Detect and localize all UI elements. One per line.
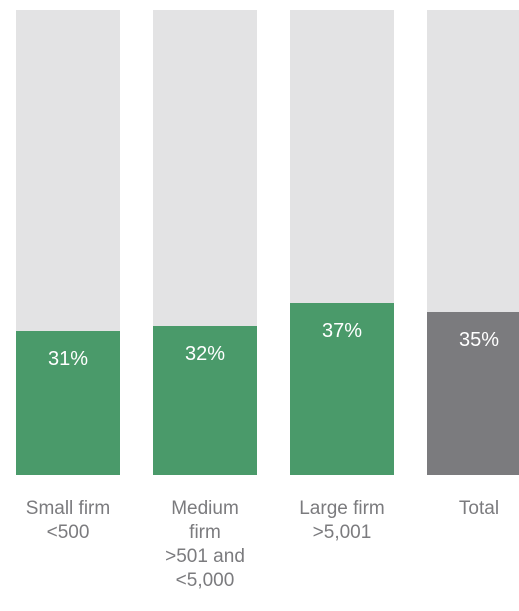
category-label: Small firm <500 — [6, 497, 130, 545]
category-label-line: >501 and — [165, 546, 245, 567]
bar-track: 31% — [16, 10, 120, 475]
category-label-line: <500 — [46, 522, 90, 543]
category-label-line: Total — [458, 498, 500, 519]
category-label-line: <5,000 — [175, 570, 235, 591]
category-label-line: firm — [189, 522, 221, 543]
bar-track: 35% — [427, 10, 519, 475]
category-label-line: >5,001 — [312, 522, 372, 543]
bar: 32% — [153, 326, 257, 475]
category-label: Medium firm >501 and <5,000 — [143, 497, 267, 593]
category-label-line: Small firm — [25, 498, 111, 519]
bar-value-label: 32% — [184, 343, 226, 366]
bar-track: 32% — [153, 10, 257, 475]
bar-value-label: 35% — [458, 329, 500, 352]
category-label: Total — [417, 497, 519, 521]
bar: 35% — [427, 312, 519, 475]
bar-value-label: 37% — [321, 319, 363, 342]
bar: 31% — [16, 330, 120, 475]
category-label-line: Large firm — [299, 498, 385, 519]
category-label-line: Medium — [171, 498, 239, 519]
category-label: Large firm >5,001 — [280, 497, 404, 545]
bar: 37% — [290, 302, 394, 475]
bar-track: 37% — [290, 10, 394, 475]
bar-value-label: 31% — [47, 347, 89, 370]
